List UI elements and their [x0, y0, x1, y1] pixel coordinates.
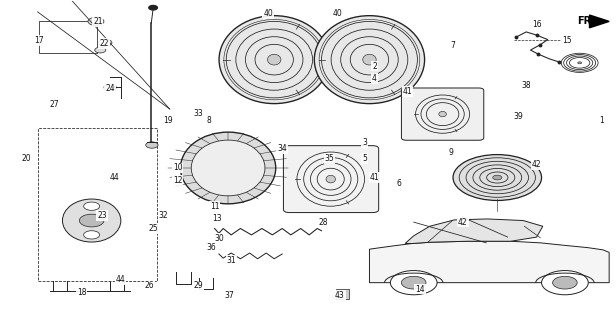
- Text: 17: 17: [34, 36, 44, 45]
- Text: 44: 44: [116, 275, 126, 284]
- Ellipse shape: [62, 199, 121, 242]
- Ellipse shape: [180, 132, 276, 204]
- Text: 28: 28: [318, 218, 328, 227]
- Text: 16: 16: [532, 20, 541, 29]
- Circle shape: [553, 276, 577, 289]
- Text: 1: 1: [599, 116, 604, 125]
- Circle shape: [453, 155, 541, 200]
- Polygon shape: [590, 15, 609, 28]
- Text: 24: 24: [105, 84, 115, 93]
- Text: 31: 31: [226, 256, 236, 265]
- Text: 2: 2: [372, 61, 377, 70]
- Circle shape: [146, 142, 158, 148]
- Text: 41: 41: [370, 173, 379, 182]
- Text: 43: 43: [335, 291, 345, 300]
- Text: 41: 41: [403, 87, 412, 96]
- Text: 6: 6: [397, 180, 402, 188]
- Text: 18: 18: [77, 288, 87, 297]
- Text: 9: 9: [448, 148, 453, 156]
- Text: 25: 25: [148, 224, 158, 233]
- Text: 14: 14: [415, 284, 424, 293]
- Text: 15: 15: [562, 36, 572, 45]
- Text: 30: 30: [214, 234, 224, 243]
- Text: 34: 34: [277, 144, 287, 153]
- Circle shape: [493, 175, 502, 180]
- Text: 44: 44: [110, 173, 120, 182]
- FancyBboxPatch shape: [402, 88, 484, 140]
- Text: 42: 42: [532, 160, 541, 169]
- Text: 27: 27: [50, 100, 60, 109]
- Text: 29: 29: [194, 281, 203, 290]
- Text: 26: 26: [145, 281, 154, 290]
- Circle shape: [578, 62, 582, 64]
- Ellipse shape: [326, 175, 336, 183]
- Circle shape: [79, 214, 104, 227]
- Polygon shape: [405, 219, 543, 244]
- Text: 3: 3: [362, 138, 367, 147]
- Text: 20: 20: [22, 154, 31, 163]
- Text: 33: 33: [193, 109, 203, 118]
- Ellipse shape: [191, 140, 265, 196]
- Text: 40: 40: [333, 9, 342, 18]
- Text: FR.: FR.: [577, 16, 595, 27]
- Text: 13: 13: [213, 214, 222, 223]
- Text: 36: 36: [206, 243, 216, 252]
- Bar: [38, 128, 158, 281]
- Circle shape: [104, 84, 116, 91]
- Circle shape: [88, 17, 104, 26]
- Text: 35: 35: [325, 154, 334, 163]
- Text: 37: 37: [224, 291, 234, 300]
- Circle shape: [149, 5, 158, 10]
- Text: 5: 5: [362, 154, 367, 163]
- Circle shape: [84, 202, 100, 210]
- Text: 10: 10: [173, 164, 182, 172]
- Ellipse shape: [314, 16, 424, 104]
- Circle shape: [84, 231, 100, 239]
- Text: 32: 32: [159, 211, 168, 220]
- Text: 21: 21: [93, 17, 102, 26]
- FancyBboxPatch shape: [283, 146, 379, 212]
- Text: 23: 23: [97, 211, 107, 220]
- Text: 12: 12: [173, 176, 182, 185]
- Circle shape: [95, 47, 106, 53]
- Text: 19: 19: [163, 116, 172, 125]
- Bar: [336, 289, 349, 299]
- Circle shape: [541, 270, 588, 295]
- Circle shape: [402, 276, 426, 289]
- Circle shape: [391, 270, 437, 295]
- Ellipse shape: [219, 16, 330, 104]
- Text: 42: 42: [458, 218, 468, 227]
- Polygon shape: [370, 241, 609, 283]
- Ellipse shape: [363, 54, 376, 65]
- Text: 7: 7: [450, 41, 455, 50]
- Text: 4: 4: [372, 74, 377, 83]
- Ellipse shape: [439, 111, 447, 117]
- Circle shape: [99, 39, 112, 46]
- Text: 8: 8: [206, 116, 211, 125]
- Ellipse shape: [267, 54, 281, 65]
- Text: 22: 22: [99, 39, 108, 48]
- Text: 40: 40: [263, 9, 273, 18]
- Text: 11: 11: [210, 202, 219, 211]
- Bar: [39, 21, 97, 53]
- Text: 39: 39: [513, 113, 523, 122]
- Text: 38: 38: [521, 81, 531, 90]
